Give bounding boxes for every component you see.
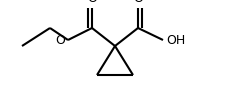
Text: O: O bbox=[87, 0, 96, 5]
Text: O: O bbox=[55, 33, 65, 47]
Text: OH: OH bbox=[165, 33, 184, 47]
Text: O: O bbox=[133, 0, 142, 5]
